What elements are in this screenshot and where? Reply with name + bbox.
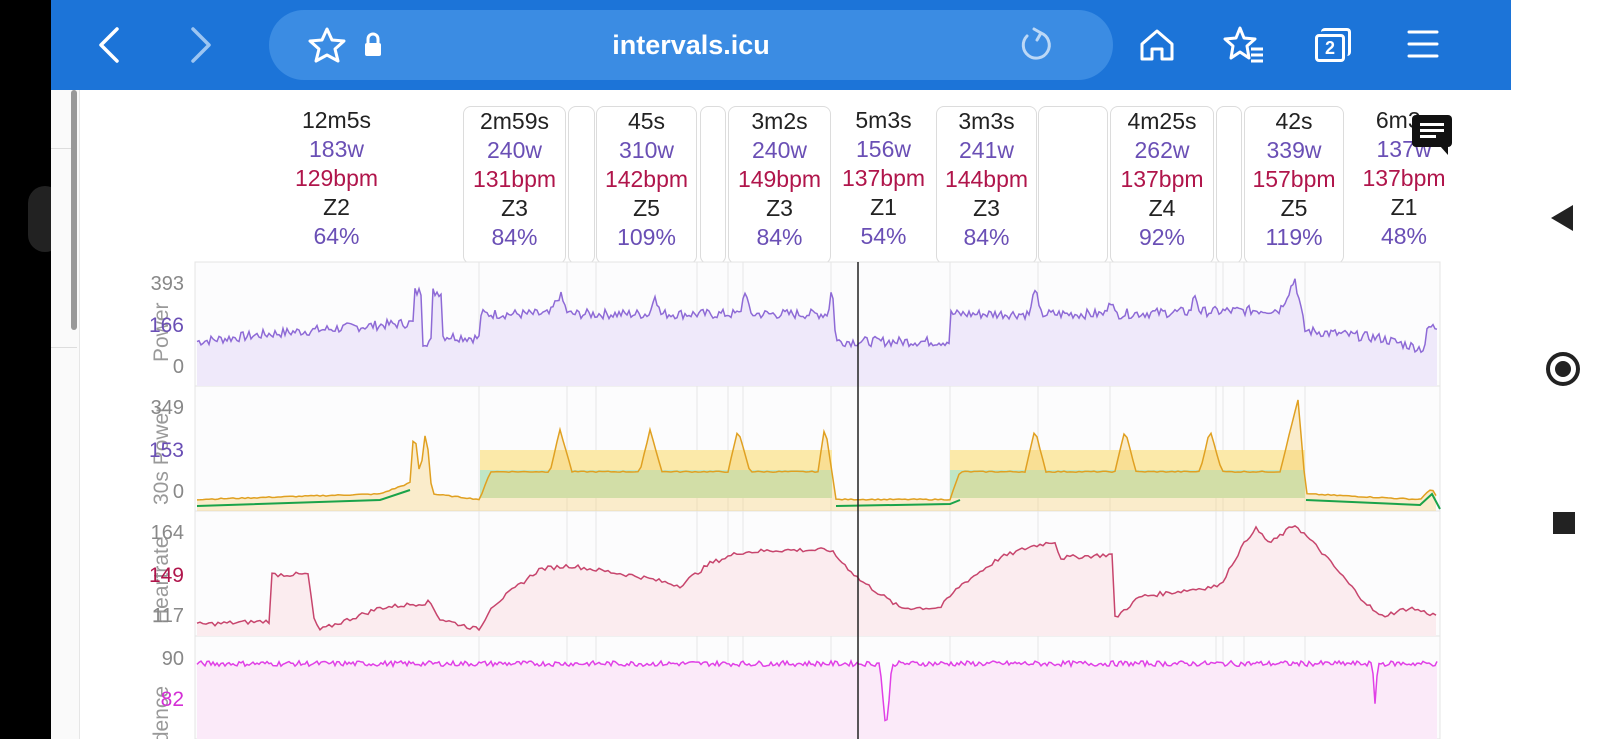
heartrate-area	[197, 525, 1436, 636]
reload-icon[interactable]	[1017, 26, 1055, 64]
interval-duration: 42s	[1275, 108, 1313, 134]
interval-percent: 84%	[491, 224, 538, 250]
power30-line	[196, 399, 1437, 501]
power-tick-max: 393	[150, 273, 184, 295]
interval-zone: Z3	[501, 195, 528, 221]
left-screen-edge	[0, 0, 62, 739]
interval-watts: 240w	[487, 137, 542, 163]
system-back-icon[interactable]	[1551, 205, 1573, 231]
interval-zone: Z2	[323, 194, 350, 220]
interval-zone: Z5	[1280, 195, 1308, 221]
android-nav-bar	[1511, 0, 1600, 739]
interval-percent: 84%	[963, 224, 1010, 250]
heartrate-tick-max: 164	[150, 522, 184, 544]
cadence-line	[196, 658, 1438, 722]
interval-zone: Z3	[766, 195, 793, 221]
cadence-area	[197, 660, 1437, 739]
heartrate-tick-mid: 149	[148, 564, 184, 587]
interval-cell[interactable]: 5m3s 156w 137bpm Z1 54%	[831, 106, 936, 264]
power30-area	[197, 399, 1436, 511]
interval-duration: 45s	[627, 108, 666, 134]
zone-band-green	[480, 470, 832, 498]
interval-watts: 310w	[619, 137, 674, 163]
interval-heartrate: 129bpm	[294, 165, 379, 191]
page-content: 12m5s 183w 129bpm Z2 64% 2m59s 240w 131bpm Z3 84%…	[51, 90, 1511, 739]
interval-zone: Z5	[633, 195, 660, 221]
tabs-icon[interactable]: 2	[1315, 28, 1351, 62]
interval-duration: 3m2s	[751, 108, 808, 134]
address-bar[interactable]: intervals.icu	[269, 10, 1113, 80]
interval-percent: 54%	[860, 223, 907, 249]
hamburger-menu-icon[interactable]	[1407, 28, 1439, 60]
interval-watts: 240w	[752, 137, 807, 163]
chart-plots[interactable]	[80, 90, 1512, 739]
power-area	[197, 278, 1437, 386]
power30-green-segment	[835, 499, 961, 507]
interval-percent: 92%	[1138, 224, 1186, 250]
system-home-icon[interactable]	[1546, 352, 1580, 386]
interval-cell[interactable]: 42s 339w 157bpm Z5 119%	[1244, 106, 1344, 264]
interval-heartrate: 142bpm	[604, 166, 689, 192]
system-recents-icon[interactable]	[1553, 512, 1575, 534]
interval-heartrate: 149bpm	[737, 166, 822, 192]
power30-green-segment	[196, 489, 411, 507]
page-side-strip	[51, 90, 79, 739]
back-icon[interactable]	[95, 26, 123, 64]
interval-heartrate: 137bpm	[1120, 166, 1204, 192]
interval-heartrate: 137bpm	[1362, 165, 1446, 191]
home-icon[interactable]	[1138, 26, 1176, 64]
interval-watts: 183w	[309, 136, 364, 162]
zone-band-yellow	[950, 450, 1305, 470]
interval-heartrate: 137bpm	[841, 165, 926, 191]
interval-cell[interactable]: 4m25s 262w 137bpm Z4 92%	[1110, 106, 1214, 264]
power30-tick-max: 349	[150, 397, 184, 419]
star-list-icon[interactable]	[1223, 25, 1267, 65]
interval-watts: 241w	[959, 137, 1014, 163]
interval-heartrate: 157bpm	[1252, 166, 1336, 192]
interval-zone: Z1	[870, 194, 897, 220]
interval-percent: 109%	[617, 224, 676, 250]
browser-toolbar: intervals.icu 2	[51, 0, 1511, 90]
interval-cell[interactable]: 12m5s 183w 129bpm Z2 64%	[210, 106, 463, 264]
interval-watts: 339w	[1266, 137, 1322, 163]
zone-band-green	[950, 470, 1305, 498]
lock-icon	[365, 32, 381, 56]
interval-heartrate: 131bpm	[472, 166, 557, 192]
interval-percent: 64%	[313, 223, 360, 249]
interval-percent: 84%	[756, 224, 803, 250]
interval-cell[interactable]: 3m3s 241w 144bpm Z3 84%	[936, 106, 1037, 264]
interval-heartrate: 144bpm	[944, 166, 1029, 192]
interval-duration: 5m3s	[855, 107, 912, 133]
heartrate-tick-min: 117	[152, 605, 184, 627]
power30-tick-mid: 153	[148, 439, 184, 462]
interval-duration: 4m25s	[1127, 108, 1197, 134]
power-tick-min: 0	[172, 356, 184, 378]
star-outline-icon[interactable]	[307, 26, 347, 64]
power-line	[196, 278, 1438, 354]
interval-watts: 262w	[1134, 137, 1190, 163]
interval-watts: 156w	[856, 136, 911, 162]
tabs-count: 2	[1315, 34, 1345, 62]
interval-duration: 12m5s	[301, 107, 372, 133]
cadence-tick-max: 90	[161, 648, 184, 670]
interval-percent: 119%	[1265, 224, 1323, 250]
interval-zone: Z1	[1390, 194, 1418, 220]
comment-icon[interactable]	[1412, 115, 1452, 155]
power30-green-segment	[1305, 492, 1441, 510]
scrollbar[interactable]	[71, 90, 77, 330]
forward-icon[interactable]	[187, 26, 215, 64]
cadence-tick-mid: 82	[160, 688, 184, 711]
power-tick-mid: 166	[148, 314, 184, 337]
power30-tick-min: 0	[172, 481, 184, 503]
interval-zone: Z4	[1148, 195, 1176, 221]
url-text[interactable]: intervals.icu	[612, 30, 770, 60]
interval-cell[interactable]: 2m59s 240w 131bpm Z3 84%	[463, 106, 566, 264]
activity-chart[interactable]: 12m5s 183w 129bpm Z2 64% 2m59s 240w 131bpm Z3 84%…	[79, 90, 1511, 739]
interval-zone: Z3	[973, 195, 1000, 221]
heartrate-line	[196, 525, 1437, 632]
interval-duration: 3m3s	[958, 108, 1015, 134]
interval-percent: 48%	[1380, 223, 1428, 249]
interval-duration: 2m59s	[479, 108, 550, 134]
